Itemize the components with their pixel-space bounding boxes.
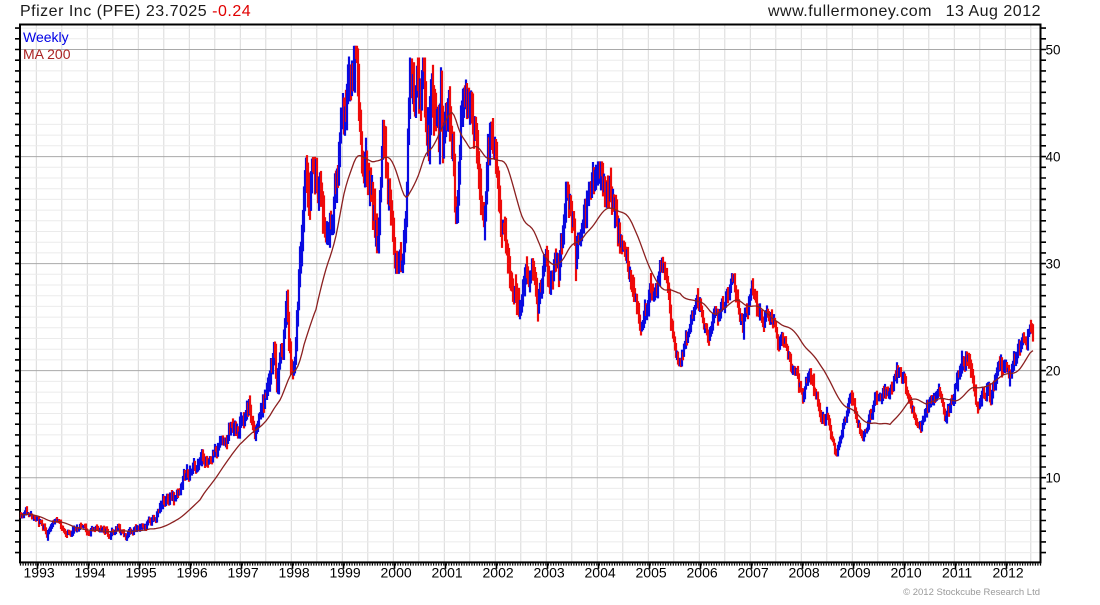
- svg-text:1996: 1996: [177, 565, 208, 581]
- svg-text:© 2012 Stockcube Research Ltd: © 2012 Stockcube Research Ltd: [903, 587, 1040, 598]
- svg-text:30: 30: [1046, 257, 1061, 272]
- svg-text:20: 20: [1046, 364, 1061, 379]
- svg-text:50: 50: [1046, 43, 1061, 58]
- svg-text:Weekly: Weekly: [23, 29, 69, 45]
- svg-text:2011: 2011: [942, 565, 972, 581]
- svg-text:1999: 1999: [330, 565, 361, 581]
- svg-text:2004: 2004: [585, 565, 616, 581]
- svg-text:2001: 2001: [432, 565, 463, 581]
- svg-text:Pfizer Inc (PFE) 23.7025 -0.24: Pfizer Inc (PFE) 23.7025 -0.24: [20, 3, 251, 20]
- svg-text:2008: 2008: [789, 565, 820, 581]
- svg-text:2005: 2005: [636, 565, 667, 581]
- svg-text:MA 200: MA 200: [23, 46, 71, 62]
- svg-text:2012: 2012: [993, 565, 1024, 581]
- svg-text:2010: 2010: [891, 565, 922, 581]
- svg-text:www.fullermoney.com: www.fullermoney.com: [767, 3, 932, 20]
- svg-text:40: 40: [1046, 150, 1061, 165]
- svg-text:2003: 2003: [534, 565, 565, 581]
- svg-text:1994: 1994: [75, 565, 106, 581]
- svg-text:10: 10: [1046, 471, 1061, 486]
- svg-text:2000: 2000: [381, 565, 412, 581]
- svg-text:2002: 2002: [483, 565, 514, 581]
- svg-text:1995: 1995: [126, 565, 157, 581]
- svg-text:1998: 1998: [279, 565, 310, 581]
- svg-text:1997: 1997: [228, 565, 259, 581]
- svg-text:2007: 2007: [738, 565, 769, 581]
- svg-text:2009: 2009: [840, 565, 871, 581]
- svg-text:1993: 1993: [24, 565, 55, 581]
- svg-text:2006: 2006: [687, 565, 718, 581]
- svg-text:13 Aug 2012: 13 Aug 2012: [946, 3, 1041, 20]
